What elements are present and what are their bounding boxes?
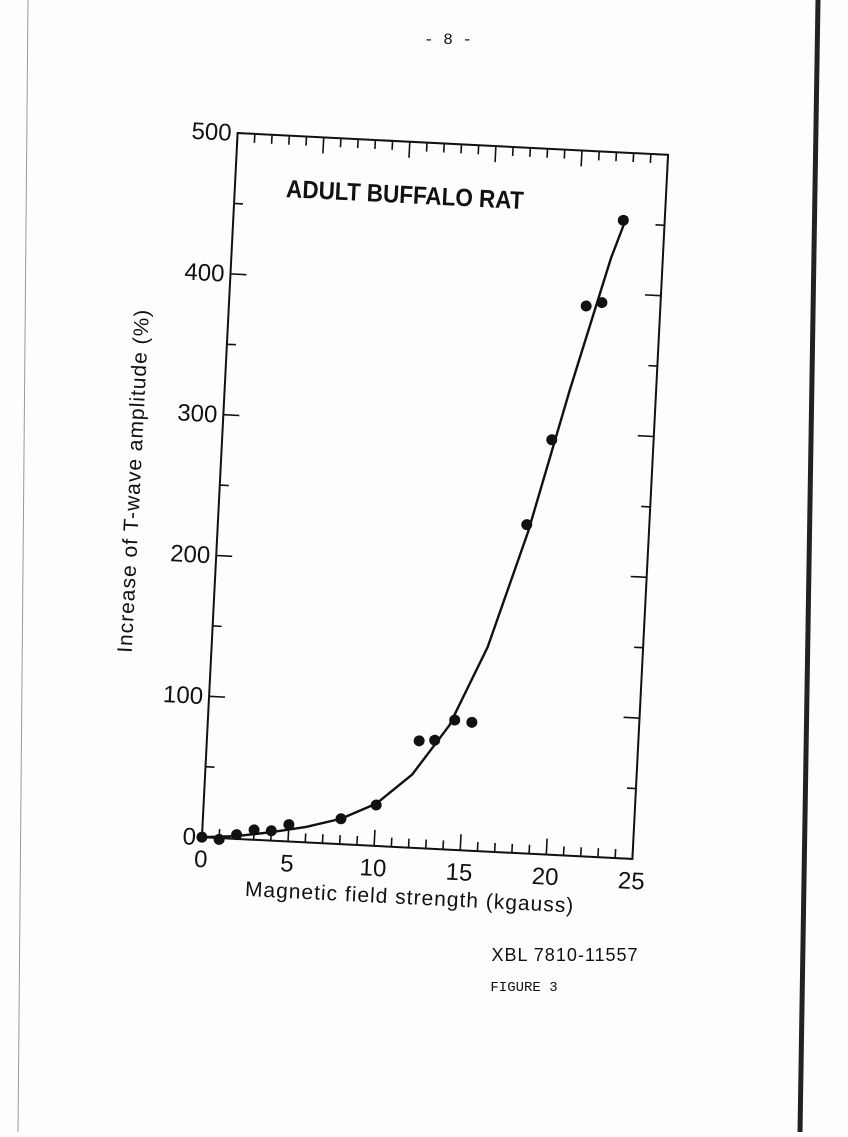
x-tick-label: 0: [193, 846, 208, 874]
data-point: [580, 300, 592, 312]
plot-frame: [202, 133, 668, 859]
x-tick: [546, 839, 547, 855]
x-tick: [667, 155, 668, 171]
x-tick: [460, 834, 461, 850]
figure-code: XBL 7810-11557: [491, 945, 638, 965]
x-tick-label: 20: [531, 863, 559, 891]
y-tick: [238, 133, 254, 134]
y-tick: [638, 436, 654, 437]
data-point: [413, 735, 425, 747]
fit-curve: [202, 196, 627, 857]
x-tick-label: 25: [617, 867, 645, 895]
data-point: [466, 717, 478, 729]
annotation: ADULT BUFFALO RAT: [285, 175, 524, 215]
data-point: [266, 825, 278, 837]
y-tick-label: 100: [162, 681, 203, 710]
page-edge: [18, 0, 28, 1132]
x-tick: [581, 150, 582, 166]
x-tick: [632, 843, 633, 859]
x-tick-label: 5: [280, 850, 295, 878]
y-tick: [652, 154, 668, 155]
x-tick: [323, 137, 324, 153]
plot-area: ADULT BUFFALO RAT Magnetic field strengt…: [101, 115, 682, 921]
data-point: [429, 734, 441, 746]
y-tick: [645, 295, 661, 296]
figure-caption: FIGURE 3: [490, 980, 557, 996]
data-point: [618, 215, 630, 227]
y-tick: [624, 717, 640, 718]
y-tick-label: 200: [170, 540, 211, 569]
y-tick: [631, 577, 647, 578]
y-tick: [209, 696, 225, 697]
y-tick-label: 300: [177, 399, 218, 428]
x-axis-label: Magnetic field strength (kgauss): [244, 878, 574, 918]
y-tick-label: 0: [182, 823, 197, 851]
y-tick: [223, 415, 239, 416]
x-tick: [495, 146, 496, 162]
page-number: - 8 -: [424, 31, 472, 49]
y-tick: [230, 274, 246, 275]
page-edge: [800, 0, 818, 1132]
x-tick: [374, 830, 375, 846]
data-point: [196, 831, 208, 843]
y-axis-label: Increase of T-wave amplitude (%): [114, 308, 154, 653]
x-tick: [237, 133, 238, 149]
y-tick: [216, 556, 232, 557]
x-tick: [409, 142, 410, 158]
y-tick: [616, 858, 632, 859]
y-tick-label: 400: [184, 259, 225, 288]
x-tick-label: 15: [445, 859, 473, 887]
x-tick-label: 10: [359, 854, 387, 882]
y-tick-label: 500: [191, 118, 232, 147]
data-point: [335, 813, 347, 825]
